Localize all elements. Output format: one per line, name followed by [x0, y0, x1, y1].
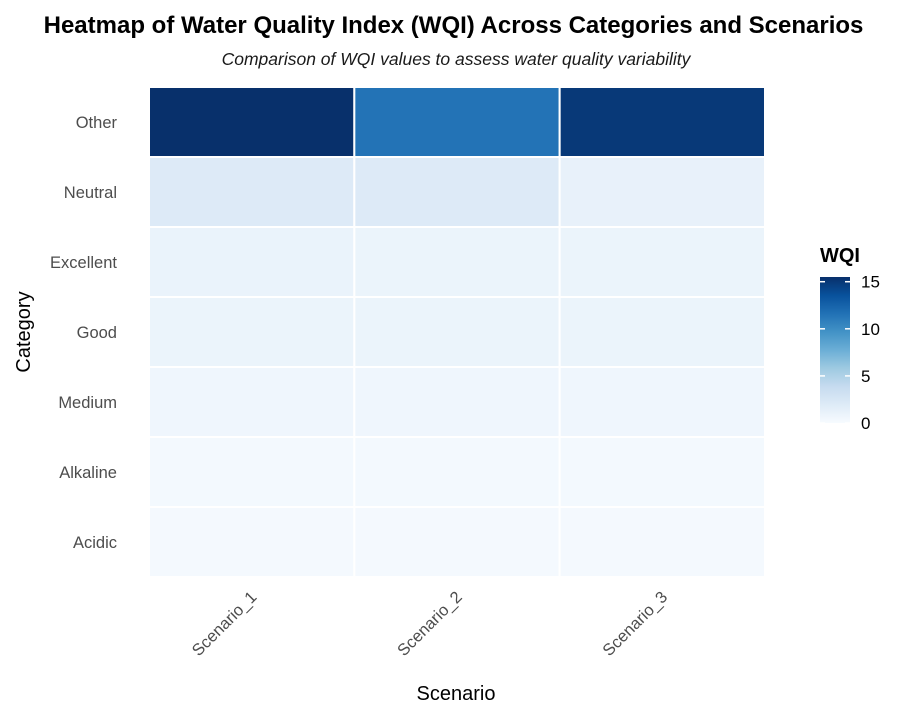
heatmap-cell	[353, 296, 561, 368]
heatmap-cell	[353, 366, 561, 438]
heatmap-cell	[558, 86, 767, 158]
heatmap-cell	[558, 366, 767, 438]
x-tick-label: Scenario_2	[394, 588, 466, 660]
heatmap-cell	[558, 436, 767, 508]
y-tick-label: Alkaline	[59, 464, 117, 482]
chart-title: Heatmap of Water Quality Index (WQI) Acr…	[44, 12, 864, 39]
colorbar-tick-label: 5	[861, 367, 870, 386]
y-tick-label: Acidic	[73, 534, 117, 552]
colorbar-tick-label: 10	[861, 320, 880, 339]
colorbar-legend: WQI 0 5 10 15	[820, 245, 880, 433]
y-tick-label: Excellent	[50, 254, 117, 272]
heatmap-cell	[353, 86, 561, 158]
heatmap-cell	[148, 156, 356, 228]
colorbar-gradient	[820, 277, 850, 423]
colorbar-ticks: 0 5 10 15	[820, 273, 880, 433]
heatmap-cell	[353, 506, 561, 578]
x-tick-label: Scenario_3	[599, 588, 671, 660]
heatmap-cell	[558, 506, 767, 578]
x-axis-title: Scenario	[417, 683, 496, 705]
colorbar-tick-label: 15	[861, 273, 880, 292]
heatmap-cell	[148, 506, 356, 578]
y-tick-label: Other	[76, 114, 118, 132]
x-tick-labels: Scenario_1 Scenario_2 Scenario_3	[189, 588, 671, 660]
y-tick-labels: Acidic Alkaline Medium Good Excellent Neutral…	[50, 114, 117, 552]
heatmap-cell	[353, 156, 561, 228]
x-tick-label: Scenario_1	[189, 588, 261, 660]
heatmap-cell	[558, 156, 767, 228]
heatmap-cell	[148, 226, 356, 298]
heatmap-cell	[148, 366, 356, 438]
heatmap-cell	[558, 226, 767, 298]
heatmap-cell	[148, 86, 356, 158]
heatmap-cell	[353, 226, 561, 298]
colorbar-title: WQI	[820, 245, 860, 267]
chart-subtitle: Comparison of WQI values to assess water…	[222, 49, 692, 69]
y-axis-title: Category	[13, 291, 35, 372]
y-tick-label: Good	[77, 324, 117, 342]
heatmap-cells	[148, 86, 767, 578]
y-tick-label: Neutral	[64, 184, 117, 202]
colorbar-tick-label: 0	[861, 414, 870, 433]
heatmap-cell	[148, 296, 356, 368]
heatmap-cell	[148, 436, 356, 508]
heatmap-cell	[353, 436, 561, 508]
heatmap-cell	[558, 296, 767, 368]
y-tick-label: Medium	[58, 394, 117, 412]
